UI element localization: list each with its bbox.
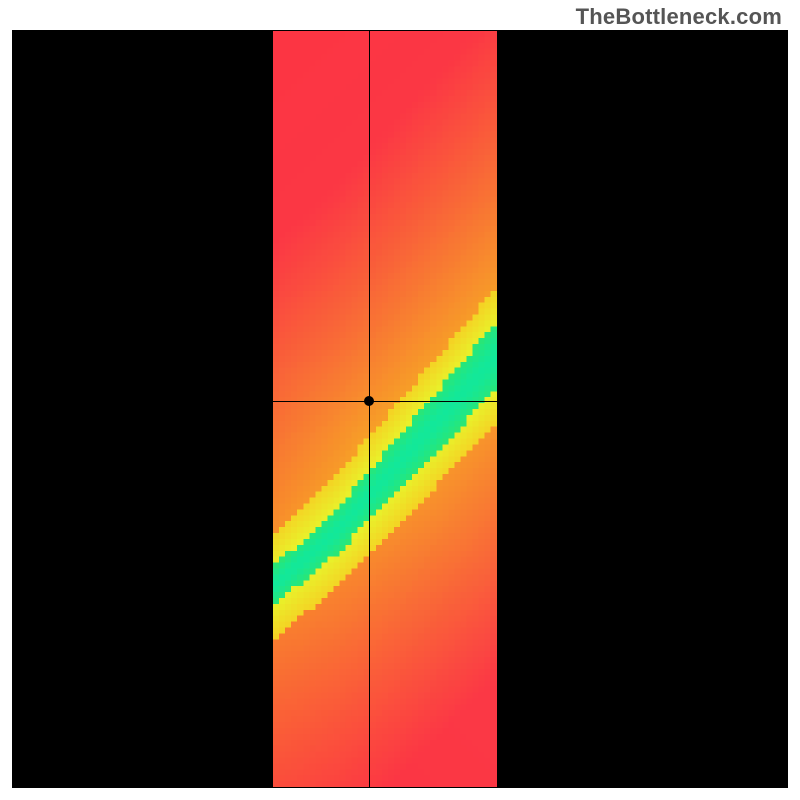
crosshair-vertical [369, 31, 370, 787]
crosshair-marker-dot [364, 396, 374, 406]
heatmap-plot-area [12, 30, 788, 788]
chart-container: TheBottleneck.com [0, 0, 800, 800]
crosshair-horizontal [13, 401, 787, 402]
bottleneck-heatmap [13, 31, 787, 787]
watermark-text: TheBottleneck.com [576, 4, 782, 30]
